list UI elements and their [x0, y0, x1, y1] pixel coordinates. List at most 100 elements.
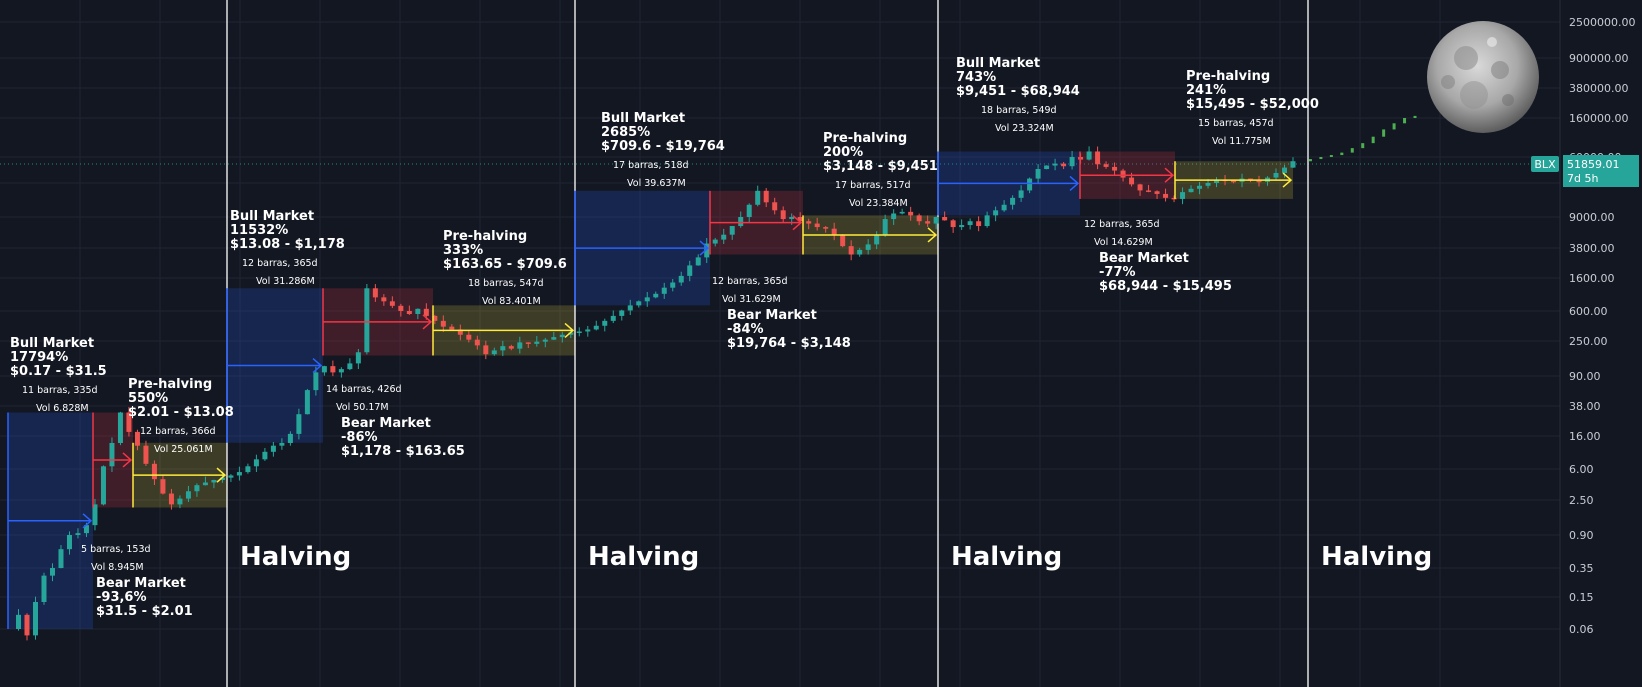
cycle-range: $0.17 - $31.5: [10, 364, 107, 379]
candle-body: [330, 366, 336, 373]
bear-label: 12 barras, 365d Vol 14.629M Bear Market-77…: [1084, 219, 1232, 294]
candle-body: [406, 311, 412, 314]
y-axis: 2500000.00 900000.00 380000.00 160000.00 600…: [1559, 0, 1642, 687]
projection-candle: [1403, 118, 1407, 124]
projection-candle: [1340, 152, 1344, 156]
candle-body: [814, 223, 820, 228]
cycle-range: $19,764 - $3,148: [727, 336, 851, 351]
candle-body: [585, 329, 591, 332]
candle-body: [372, 288, 378, 298]
candle-body: [83, 525, 89, 534]
symbol-badge: [1531, 156, 1559, 172]
candle-body: [1273, 173, 1279, 178]
cycle-title: Bull Market: [601, 111, 685, 126]
candle-body: [678, 275, 684, 283]
candle-body: [729, 226, 735, 235]
candle-body: [287, 433, 293, 443]
cycle-range: $9,451 - $68,944: [956, 84, 1080, 99]
candle-body: [959, 225, 965, 228]
cycle-range: $2.01 - $13.08: [128, 405, 234, 420]
candle-body: [15, 614, 21, 629]
candle-body: [262, 451, 268, 460]
candle-body: [1035, 169, 1041, 179]
candle-body: [857, 249, 863, 255]
candle-body: [143, 445, 149, 464]
candle-body: [882, 219, 888, 235]
y-tick-label: 3800.00: [1569, 242, 1615, 255]
cycle-volume: Vol 83.401M: [482, 296, 541, 307]
cycle-percent: 11532%: [230, 223, 288, 238]
cycle-bars: 5 barras, 153d: [81, 544, 151, 555]
cycle-title: Bear Market: [727, 308, 817, 323]
candle-body: [381, 297, 387, 302]
candle-body: [1044, 165, 1050, 170]
cycle-bars: 11 barras, 335d: [22, 385, 98, 396]
candle-body: [177, 498, 183, 505]
cycle-title: Bull Market: [956, 56, 1040, 71]
candle-body: [1256, 180, 1262, 183]
cycle-bars: 17 barras, 518d: [613, 160, 689, 171]
pre-arrow-head: [927, 227, 938, 243]
cycle-volume: Vol 8.945M: [91, 562, 144, 573]
candle-body: [899, 211, 905, 214]
bull-arrow-head: [699, 240, 710, 256]
candle-body: [534, 341, 540, 344]
candle-body: [542, 339, 548, 342]
candle-body: [126, 412, 132, 432]
cycle-bars: 14 barras, 426d: [326, 384, 402, 395]
candle-body: [1290, 161, 1296, 168]
y-tick-label: 380000.00: [1569, 82, 1629, 95]
y-tick-label: 1600.00: [1569, 272, 1615, 285]
candle-body: [1205, 183, 1211, 186]
projection-candle: [1382, 129, 1386, 137]
candle-body: [66, 535, 72, 550]
candle-body: [644, 297, 650, 302]
cycle-range: $163.65 - $709.6: [443, 257, 567, 272]
candle-body: [1112, 166, 1118, 171]
cycle-percent: -84%: [727, 322, 764, 337]
cycle-percent: 2685%: [601, 125, 650, 140]
pre-arrow-head: [216, 467, 227, 483]
candle-body: [551, 337, 557, 340]
cycle-bars: 12 barras, 365d: [712, 276, 788, 287]
candle-body: [1086, 151, 1092, 160]
candle-body: [746, 204, 752, 217]
candle-body: [780, 210, 786, 220]
candle-body: [321, 366, 327, 373]
countdown-label: 7d 5h: [1567, 172, 1598, 185]
candle-body: [398, 305, 404, 311]
candle-body: [100, 466, 106, 505]
cycle-arrows: [7, 151, 1293, 629]
candle-body: [1171, 197, 1177, 200]
candle-body: [967, 221, 973, 226]
candle-body: [1010, 197, 1016, 205]
candle-body: [704, 243, 710, 258]
candle-body: [500, 346, 506, 351]
candle-body: [92, 504, 98, 526]
candle-body: [1061, 163, 1067, 167]
cycle-percent: 17794%: [10, 350, 68, 365]
candle-body: [245, 466, 251, 473]
candle-body: [253, 459, 259, 467]
candle-body: [228, 475, 234, 478]
projection-candle: [1319, 157, 1323, 160]
cycle-volume: Vol 6.828M: [36, 403, 89, 414]
candle-body: [772, 202, 778, 211]
y-tick-label: 900000.00: [1569, 52, 1629, 65]
candle-body: [1163, 193, 1169, 198]
projection-candle: [1329, 155, 1333, 157]
candle-body: [58, 549, 64, 568]
cycle-title: Bear Market: [1099, 251, 1189, 266]
y-tick-label: 160000.00: [1569, 112, 1629, 125]
candle-body: [338, 369, 344, 373]
candle-body: [491, 350, 497, 355]
cycle-title: Bull Market: [10, 336, 94, 351]
projection-candle: [1371, 136, 1375, 144]
candle-body: [1214, 179, 1220, 183]
y-tick-label: 250.00: [1569, 335, 1608, 348]
cycle-volume: Vol 25.061M: [154, 444, 213, 455]
projection-candle: [1361, 143, 1365, 149]
